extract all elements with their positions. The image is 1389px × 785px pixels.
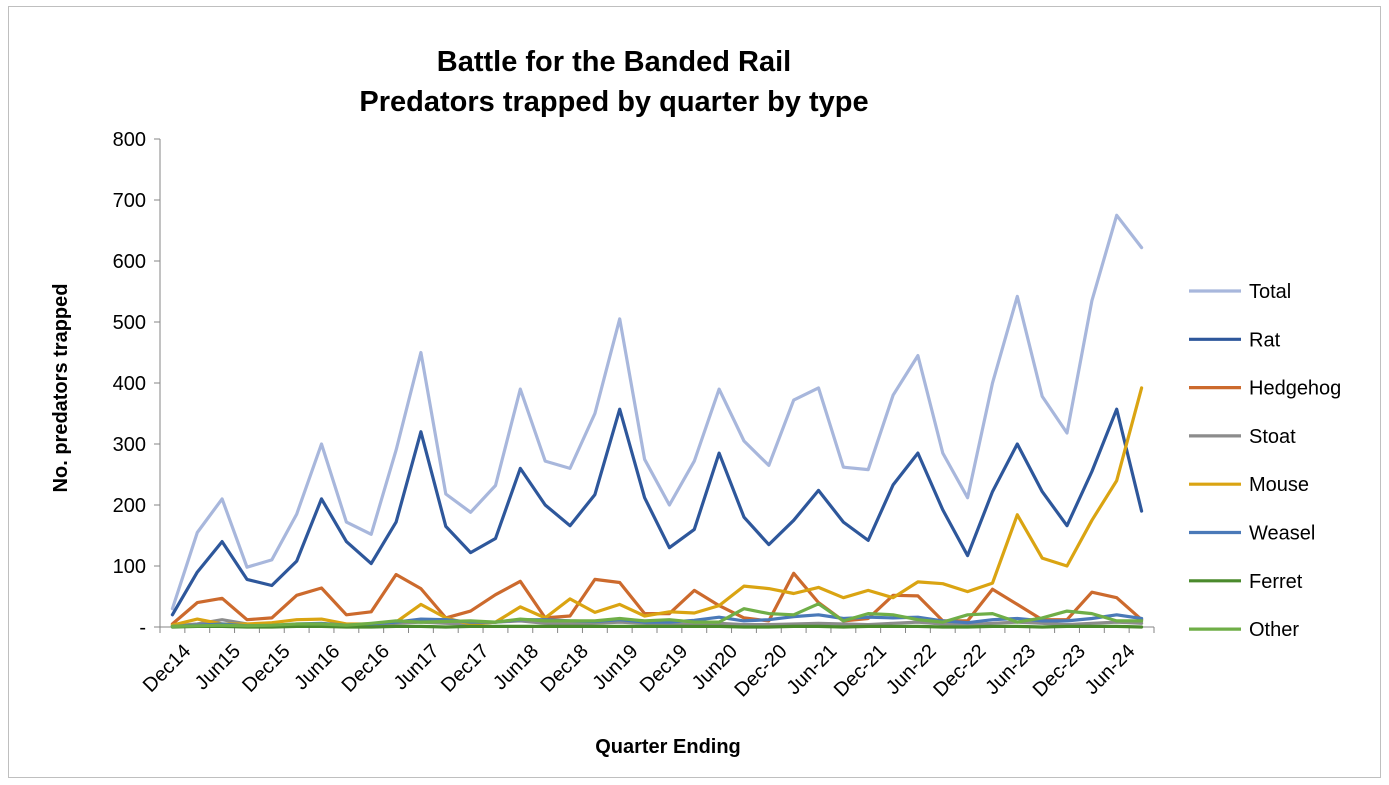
y-axis: - 100 200 300 400 500 600 700 800 xyxy=(113,129,161,639)
x-tick-label: Jun17 xyxy=(390,640,444,694)
x-tick-label: Dec-21 xyxy=(830,640,891,701)
x-tick-label: Dec18 xyxy=(536,640,592,696)
x-tick-label: Jun18 xyxy=(489,640,543,694)
x-tick-label: Dec19 xyxy=(636,640,692,696)
y-tick-label: 400 xyxy=(113,373,146,395)
x-tick-label: Dec-23 xyxy=(1029,640,1090,701)
x-tick-label: Jun16 xyxy=(290,640,344,694)
x-tick-label: Jun-21 xyxy=(783,640,842,699)
series-lines xyxy=(170,213,1144,629)
chart-title: Battle for the Banded Rail xyxy=(437,46,792,78)
legend-label-stoat: Stoat xyxy=(1249,426,1296,448)
chart-area: Battle for the Banded Rail Predators tra… xyxy=(8,6,1381,778)
legend: Total Rat Hedgehog Stoat Mouse Weasel Ferret Ot… xyxy=(1189,281,1341,641)
legend-label-hedgehog: Hedgehog xyxy=(1249,378,1341,400)
legend-label-rat: Rat xyxy=(1249,329,1281,351)
series-line-mouse xyxy=(170,386,1144,627)
y-tick-label: 600 xyxy=(113,251,146,273)
x-tick-label: Dec-20 xyxy=(731,640,792,701)
series-line-total xyxy=(170,213,1144,611)
x-tick-label: Jun15 xyxy=(191,640,245,694)
legend-label-ferret: Ferret xyxy=(1249,571,1303,593)
line-chart: Battle for the Banded Rail Predators tra… xyxy=(50,46,1341,758)
x-tick-label: Jun-24 xyxy=(1081,640,1140,699)
legend-label-total: Total xyxy=(1249,281,1291,303)
y-axis-title: No. predators trapped xyxy=(50,284,72,493)
x-tick-label: Jun-22 xyxy=(882,640,941,699)
legend-label-weasel: Weasel xyxy=(1249,523,1315,545)
x-axis: Dec14Jun15Dec15Jun16Dec16Jun17Dec17Jun18… xyxy=(139,626,1155,701)
x-axis-title: Quarter Ending xyxy=(595,736,741,758)
x-tick-label: Dec-22 xyxy=(929,640,990,701)
series-line-other xyxy=(170,602,1144,629)
legend-label-other: Other xyxy=(1249,619,1299,641)
x-tick-label: Jun-23 xyxy=(981,640,1040,699)
y-tick-label: 700 xyxy=(113,190,146,212)
series-line-rat xyxy=(170,407,1144,617)
legend-label-mouse: Mouse xyxy=(1249,474,1309,496)
x-tick-label: Dec15 xyxy=(238,640,294,696)
y-tick-label: 100 xyxy=(113,556,146,578)
x-tick-label: Dec14 xyxy=(139,640,195,696)
y-tick-label: - xyxy=(139,617,146,639)
y-tick-label: 800 xyxy=(113,129,146,151)
x-tick-label: Dec17 xyxy=(437,640,493,696)
series-line-ferret xyxy=(170,624,1144,629)
y-tick-label: 200 xyxy=(113,495,146,517)
x-tick-label: Dec16 xyxy=(338,640,394,696)
y-tick-label: 500 xyxy=(113,312,146,334)
x-tick-label: Jun19 xyxy=(588,640,642,694)
chart-subtitle: Predators trapped by quarter by type xyxy=(359,86,868,118)
y-tick-label: 300 xyxy=(113,434,146,456)
